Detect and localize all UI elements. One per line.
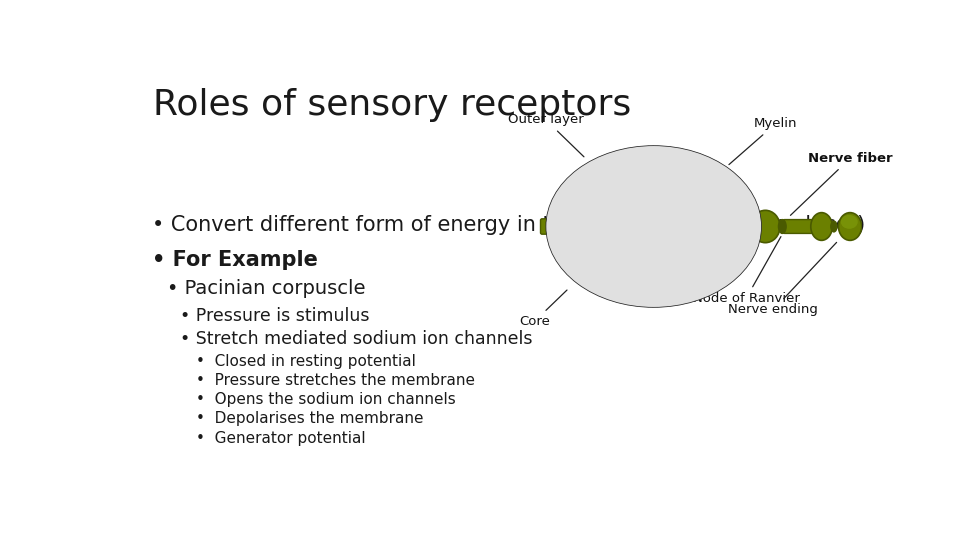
Ellipse shape [838,213,861,240]
Ellipse shape [648,222,660,231]
Ellipse shape [605,190,702,263]
FancyBboxPatch shape [675,219,756,234]
Ellipse shape [646,220,661,233]
Ellipse shape [627,206,681,247]
Text: • For Example: • For Example [152,249,318,269]
Ellipse shape [611,194,697,259]
Ellipse shape [546,146,761,307]
Ellipse shape [573,166,734,287]
Ellipse shape [751,210,780,242]
Ellipse shape [576,168,732,285]
Ellipse shape [624,204,684,249]
Ellipse shape [630,208,678,245]
Text: •  Pressure stretches the membrane: • Pressure stretches the membrane [196,373,474,388]
Ellipse shape [570,164,737,289]
Ellipse shape [779,220,786,233]
Text: • Pacinian corpuscle: • Pacinian corpuscle [167,279,366,298]
Ellipse shape [584,174,724,279]
Ellipse shape [591,180,716,273]
Ellipse shape [841,215,857,229]
Ellipse shape [618,200,688,253]
FancyBboxPatch shape [540,219,589,234]
Ellipse shape [589,178,718,275]
Text: Myelin: Myelin [729,117,798,165]
Ellipse shape [557,154,751,299]
Ellipse shape [616,198,691,255]
Ellipse shape [637,214,670,239]
Text: •  Generator potential: • Generator potential [196,430,365,445]
Text: • Convert different form of energy in to nerve impulses (transducer): • Convert different form of energy in to… [152,215,865,235]
Ellipse shape [560,156,748,297]
Text: • Stretch mediated sodium ion channels: • Stretch mediated sodium ion channels [180,330,533,348]
Ellipse shape [640,217,667,237]
Text: Node of Ranvier: Node of Ranvier [693,237,800,305]
Text: Outer layer: Outer layer [508,113,584,157]
Ellipse shape [592,209,669,232]
Text: Roles of sensory receptors: Roles of sensory receptors [154,88,632,122]
Text: Nerve ending: Nerve ending [728,242,836,316]
Text: •  Closed in resting potential: • Closed in resting potential [196,354,416,368]
Ellipse shape [643,218,664,234]
Ellipse shape [594,182,713,271]
Ellipse shape [581,172,727,281]
Ellipse shape [603,188,705,265]
Text: Core: Core [519,290,567,328]
Ellipse shape [830,221,837,232]
Ellipse shape [585,206,677,247]
Ellipse shape [600,186,708,267]
Text: •  Depolarises the membrane: • Depolarises the membrane [196,411,423,426]
Ellipse shape [562,158,745,295]
Ellipse shape [632,210,675,242]
Text: •  Opens the sodium ion channels: • Opens the sodium ion channels [196,392,455,407]
Ellipse shape [551,150,756,303]
Ellipse shape [811,213,832,240]
Ellipse shape [651,225,657,228]
Ellipse shape [554,152,754,301]
Text: • Pressure is stimulus: • Pressure is stimulus [180,307,370,325]
Text: Nerve fiber: Nerve fiber [790,152,893,215]
Ellipse shape [567,162,740,291]
Ellipse shape [564,160,743,293]
Ellipse shape [548,147,758,305]
Ellipse shape [621,202,686,251]
FancyBboxPatch shape [783,220,813,233]
Ellipse shape [608,192,700,261]
Ellipse shape [635,212,673,241]
Ellipse shape [597,184,710,269]
Ellipse shape [587,176,721,277]
Ellipse shape [578,170,730,283]
Ellipse shape [613,196,694,257]
